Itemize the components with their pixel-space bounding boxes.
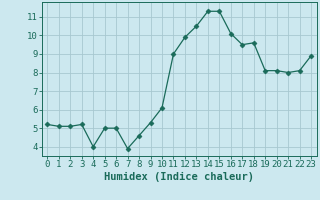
X-axis label: Humidex (Indice chaleur): Humidex (Indice chaleur): [104, 172, 254, 182]
